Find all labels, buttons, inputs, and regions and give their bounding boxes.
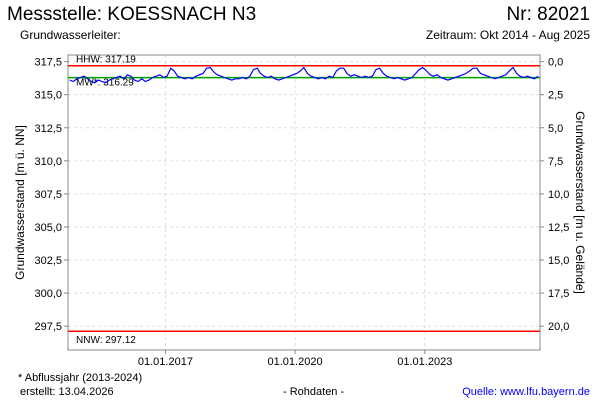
y-axis-label: Grundwasserstand [m ü. NN]	[13, 125, 27, 280]
station-number: Nr: 82021	[506, 4, 590, 25]
y-tick-label: 307,5	[34, 189, 62, 201]
y-tick-label: 297,5	[34, 321, 62, 333]
footnote: * Abflussjahr (2013-2024)	[18, 372, 143, 384]
plot-frame	[67, 54, 541, 351]
y2-tick-label: 15,0	[548, 255, 569, 267]
created-date: erstellt: 13.04.2026	[20, 386, 114, 398]
period-label: Zeitraum: Okt 2014 - Aug 2025	[425, 28, 590, 42]
y-tick-label: 312,5	[34, 123, 62, 135]
series-line	[69, 66, 539, 84]
x-tick-label: 01.01.2017	[138, 356, 193, 368]
y-tick-label: 302,5	[34, 255, 62, 267]
reference-label: NNW: 297.12	[76, 335, 136, 346]
y2-axis-label: Grundwasserstand [m u. Gelände]	[573, 111, 587, 294]
y2-tick-label: 2,5	[548, 90, 563, 102]
y-tick-label: 317,5	[34, 57, 62, 69]
y2-tick-label: 10,0	[548, 189, 569, 201]
x-tick-label: 01.01.2023	[397, 356, 452, 368]
reference-label: HHW: 317.19	[76, 55, 136, 66]
rawdata-label: - Rohdaten -	[283, 386, 345, 398]
y2-tick-label: 20,0	[548, 321, 569, 333]
aquifer-label: Grundwasserleiter:	[20, 28, 121, 42]
source-link[interactable]: Quelle: www.lfu.bayern.de	[462, 386, 590, 398]
y-tick-label: 315,0	[34, 90, 62, 102]
y-tick-label: 305,0	[34, 222, 62, 234]
y2-tick-label: 12,5	[548, 222, 569, 234]
y2-tick-label: 17,5	[548, 288, 569, 300]
chart-title: Messstelle: KOESSNACH N3	[7, 4, 257, 25]
y2-tick-label: 7,5	[548, 156, 563, 168]
x-tick-label: 01.01.2020	[268, 356, 323, 368]
y-tick-label: 310,0	[34, 156, 62, 168]
y2-tick-label: 5,0	[548, 123, 563, 135]
y-tick-label: 300,0	[34, 288, 62, 300]
y2-tick-label: 0,0	[548, 57, 563, 69]
